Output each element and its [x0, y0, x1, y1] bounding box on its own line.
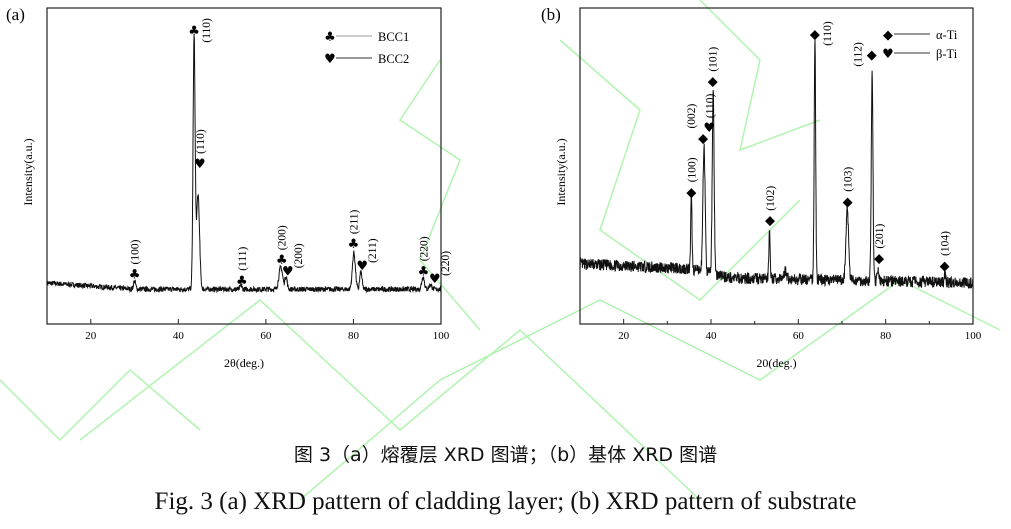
peak-label: (002) — [686, 103, 698, 128]
peak-label: (110) — [195, 129, 207, 154]
chart-a: (a) 20 40 60 80 100 2θ(deg.) Intensity(a.u.) ♣ BC… — [6, 5, 452, 370]
peak-label: (103) — [843, 167, 855, 192]
series-line-0 — [579, 39, 974, 289]
peak-label: (200) — [293, 243, 305, 268]
legend-heart-icon: ♥ — [324, 52, 336, 67]
club-marker-icon: ♣ — [348, 237, 360, 252]
series-line-0 — [46, 34, 442, 294]
legend-label: β-Ti — [936, 47, 958, 61]
peak-label: (102) — [765, 186, 777, 211]
legend-club-icon: ♣ — [324, 30, 336, 45]
plot-frame — [579, 7, 974, 325]
panel-label: (a) — [6, 5, 25, 24]
legend-diamond-icon: ◆ — [883, 28, 893, 43]
caption-chinese: 图 3（a）熔覆层 XRD 图谱；（b）基体 XRD 图谱 — [293, 444, 718, 466]
x-tick-label: 40 — [173, 330, 185, 342]
x-tick-label: 20 — [85, 330, 97, 342]
diamond-marker-icon: ◆ — [698, 132, 708, 147]
x-tick-label: 80 — [348, 330, 360, 342]
peak-label: (220) — [418, 236, 430, 261]
diamond-marker-icon: ◆ — [843, 195, 853, 210]
diamond-marker-icon: ◆ — [686, 185, 696, 200]
diamond-marker-icon: ◆ — [765, 214, 775, 229]
peak-label: (110) — [201, 18, 213, 43]
watermark-stroke — [699, 0, 821, 152]
peak-label: (111) — [237, 247, 249, 271]
club-marker-icon: ♣ — [276, 253, 288, 268]
watermark-stroke — [79, 299, 701, 501]
legend-label: BCC2 — [378, 52, 409, 66]
plot-frame — [46, 7, 442, 325]
diamond-marker-icon: ◆ — [810, 27, 820, 42]
peak-label: (110) — [822, 21, 834, 46]
diamond-marker-icon: ◆ — [874, 252, 884, 267]
heart-marker-icon: ♥ — [703, 121, 715, 136]
heart-marker-icon: ♥ — [429, 272, 441, 287]
legend-label: α-Ti — [936, 28, 958, 42]
caption-english: Fig. 3 (a) XRD pattern of cladding layer… — [154, 488, 857, 515]
x-tick-label: 100 — [965, 330, 982, 342]
watermark-stroke — [299, 279, 1001, 501]
club-marker-icon: ♣ — [188, 24, 200, 39]
peak-label: (110) — [704, 93, 716, 118]
x-tick-label: 60 — [793, 330, 805, 342]
y-axis-title: Intensity(a.u.) — [554, 138, 568, 205]
heart-marker-icon: ♥ — [282, 264, 294, 279]
club-marker-icon: ♣ — [418, 264, 430, 279]
peak-label: (211) — [348, 209, 360, 234]
club-marker-icon: ♣ — [129, 267, 141, 282]
x-tick-label: 40 — [706, 330, 718, 342]
chart-b: (b) 20 40 60 80 100 20(deg.) Intensity(a.u.) ◆ α-… — [541, 5, 982, 370]
peak-label: (220) — [440, 251, 452, 276]
watermark — [0, 0, 1001, 501]
panel-label: (b) — [541, 5, 561, 24]
peak-label: (200) — [277, 225, 289, 250]
peak-label: (112) — [853, 42, 865, 67]
heart-marker-icon: ♥ — [194, 157, 206, 172]
y-axis-title: Intensity(a.u.) — [21, 138, 35, 205]
x-tick-label: 80 — [880, 330, 892, 342]
diamond-marker-icon: ◆ — [940, 259, 950, 274]
peak-label: (101) — [708, 47, 720, 72]
diamond-marker-icon: ◆ — [708, 75, 718, 90]
peak-label: (201) — [874, 224, 886, 249]
legend-heart-icon: ♥ — [882, 47, 894, 62]
peak-label: (100) — [130, 239, 142, 264]
watermark-stroke — [398, 59, 481, 331]
watermark-stroke — [0, 368, 201, 442]
diamond-marker-icon: ◆ — [867, 48, 877, 63]
peak-label: (100) — [686, 157, 698, 182]
x-axis-title: 20(deg.) — [756, 356, 796, 370]
peak-label: (104) — [940, 231, 952, 256]
x-tick-label: 20 — [618, 330, 630, 342]
x-tick-label: 100 — [433, 330, 450, 342]
watermark-stroke — [559, 39, 801, 301]
x-axis-title: 2θ(deg.) — [224, 356, 264, 370]
legend-label: BCC1 — [378, 30, 409, 44]
x-tick-label: 60 — [260, 330, 272, 342]
peak-label: (211) — [367, 238, 379, 263]
heart-marker-icon: ♥ — [356, 259, 368, 274]
club-marker-icon: ♣ — [236, 274, 248, 289]
